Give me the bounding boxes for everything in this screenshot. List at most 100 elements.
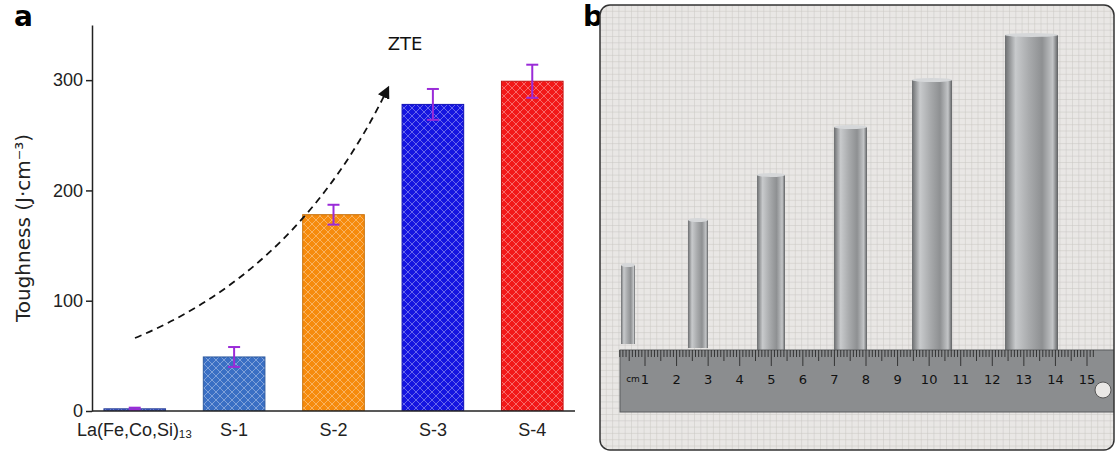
ruler-tick: [935, 350, 936, 357]
error-bar: [328, 205, 340, 225]
ruler-tick: [1045, 350, 1046, 357]
ruler-tick: [1058, 350, 1059, 357]
ruler-tick: [960, 350, 961, 366]
ruler-number: 9: [893, 372, 901, 387]
x-tick: S-4: [518, 411, 546, 440]
ruler-tick: [843, 350, 844, 357]
ruler-tick: [780, 350, 781, 357]
ruler-tick: [1027, 350, 1028, 357]
ruler-number: 15: [1079, 372, 1096, 387]
ruler-tick: [982, 350, 983, 357]
ruler-tick: [764, 350, 765, 357]
cylinder: [757, 173, 785, 350]
ruler-tick: [638, 350, 639, 357]
ruler-tick: [869, 350, 870, 357]
ruler-tick: [809, 350, 810, 357]
ruler-tick: [894, 350, 895, 357]
ruler-tick: [897, 350, 898, 366]
ruler-tick: [790, 350, 791, 357]
ruler-tick: [689, 350, 690, 357]
ruler-tick: [701, 350, 702, 357]
ruler-number: 14: [1047, 372, 1064, 387]
x-tick: S-2: [319, 411, 347, 440]
ruler-tick: [1077, 350, 1078, 357]
y-axis-title: Toughness (J·cm⁻³): [11, 134, 35, 323]
ruler-tick: [720, 350, 721, 357]
ruler-tick: [900, 350, 901, 357]
ruler-tick: [1049, 350, 1050, 357]
ruler-tick: [673, 350, 674, 357]
ruler-tick: [1011, 350, 1012, 357]
ruler-tick: [723, 350, 724, 361]
ruler-tick: [922, 350, 923, 357]
trend-arrow: [135, 88, 388, 338]
ruler-hole: [1095, 382, 1111, 398]
cylinder: [1005, 33, 1058, 357]
ruler-number: 10: [921, 372, 938, 387]
ruler-tick: [717, 350, 718, 357]
ruler-tick: [853, 350, 854, 357]
ruler-tick: [768, 350, 769, 357]
ruler-tick: [866, 350, 867, 366]
ruler-tick: [679, 350, 680, 357]
ruler-tick: [1004, 350, 1005, 357]
ruler-tick: [872, 350, 873, 357]
ruler-tick: [698, 350, 699, 357]
ruler-tick: [704, 350, 705, 357]
panel-label: a: [14, 0, 33, 33]
grid-line: [600, 11, 1114, 12]
ruler-tick: [755, 350, 756, 361]
ruler-tick: [884, 350, 885, 357]
ruler-tick: [932, 350, 933, 357]
ruler-tick: [645, 350, 646, 366]
y-tick: 0: [73, 401, 92, 421]
grid-line: [600, 17, 1114, 18]
ruler-tick: [1039, 350, 1040, 361]
cylinder-body: [834, 127, 867, 353]
ruler-tick: [881, 350, 882, 361]
error-line: [432, 89, 434, 120]
ruler-tick: [913, 350, 914, 361]
y-tick-mark: [86, 80, 92, 82]
ruler-tick: [758, 350, 759, 357]
ruler-tick: [632, 350, 633, 357]
ruler-tick: [1001, 350, 1002, 357]
ruler-tick: [840, 350, 841, 357]
x-tick-label: S-4: [518, 420, 546, 440]
error-line: [233, 347, 235, 367]
ruler-tick: [929, 350, 930, 366]
ruler-tick: [1055, 350, 1056, 366]
ruler-tick: [859, 350, 860, 357]
ruler-tick: [979, 350, 980, 357]
ruler-tick: [998, 350, 999, 357]
ruler-tick: [802, 350, 803, 366]
error-line: [531, 65, 533, 98]
grid-line: [600, 23, 1114, 24]
y-tick: 100: [53, 291, 92, 311]
cylinder: [688, 218, 708, 348]
cylinder-top: [688, 218, 708, 222]
photo-frame: [600, 5, 1114, 450]
figure: 0100200300La(Fe,Co,Si)₁₃S-1S-2S-3S-4Toug…: [0, 0, 1119, 455]
ruler: [620, 350, 1114, 412]
y-tick-label: 300: [53, 70, 83, 90]
ruler-number: 6: [799, 372, 807, 387]
ruler-tick: [1052, 350, 1053, 357]
ruler-tick: [916, 350, 917, 357]
bar: [501, 81, 563, 411]
ruler-tick: [963, 350, 964, 357]
ruler-number: 13: [1016, 372, 1033, 387]
ruler-tick: [651, 350, 652, 357]
y-tick-mark: [86, 411, 92, 413]
ruler-tick: [660, 350, 661, 361]
ruler-tick: [1061, 350, 1062, 357]
ruler-tick: [944, 350, 945, 361]
ruler-tick: [992, 350, 993, 366]
ruler-tick: [862, 350, 863, 357]
ruler-tick: [667, 350, 668, 357]
ruler-tick: [837, 350, 838, 357]
cylinder-top: [834, 125, 867, 129]
ruler-tick: [1064, 350, 1065, 357]
cylinder-body: [757, 175, 785, 350]
ruler-tick: [714, 350, 715, 357]
